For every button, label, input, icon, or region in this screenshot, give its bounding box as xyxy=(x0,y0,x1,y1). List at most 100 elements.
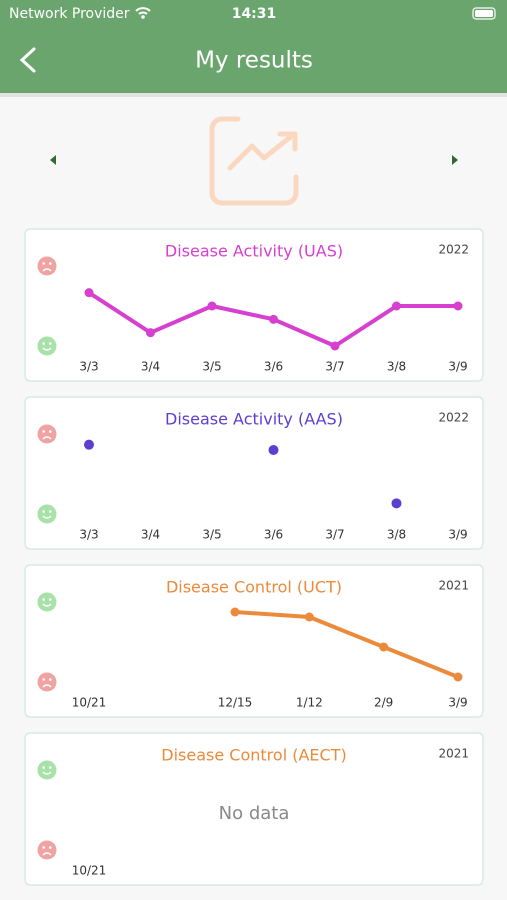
face-mouth xyxy=(42,603,52,607)
x-tick-label: 3/6 xyxy=(264,528,283,542)
face-eye xyxy=(42,678,45,681)
face-eye xyxy=(42,342,45,345)
x-tick-label: 3/3 xyxy=(79,360,98,374)
card-background xyxy=(24,732,484,886)
battery-level xyxy=(475,10,493,17)
face-eye xyxy=(49,846,52,849)
face-mouth xyxy=(42,268,52,272)
face-eye xyxy=(49,430,52,433)
face-circle xyxy=(37,504,57,524)
face-mouth xyxy=(42,684,52,688)
x-tick-label: 10/21 xyxy=(72,696,107,710)
chart-year: 2022 xyxy=(438,411,469,425)
face-eye xyxy=(42,262,45,265)
data-point xyxy=(391,498,402,509)
header-bar xyxy=(0,0,507,93)
face-mouth xyxy=(42,515,52,519)
face-circle xyxy=(37,760,57,780)
chart-title: Disease Control (AECT) xyxy=(161,746,346,765)
data-point xyxy=(453,672,463,682)
chart-title: Disease Activity (UAS) xyxy=(165,242,343,261)
data-point xyxy=(330,341,340,351)
face-circle xyxy=(37,336,57,356)
x-tick-label: 3/8 xyxy=(387,360,406,374)
x-tick-label: 3/7 xyxy=(325,528,344,542)
card-background xyxy=(24,396,484,550)
data-point xyxy=(392,301,401,311)
face-eye xyxy=(49,766,52,769)
battery xyxy=(472,7,496,20)
chart-card: Disease Activity (AAS) 2022 3/3 3/4 3/5 3/6 3/… xyxy=(24,396,484,550)
chart-title: Disease Activity (AAS) xyxy=(165,410,343,429)
data-point xyxy=(230,607,240,617)
data-point xyxy=(379,642,389,652)
x-tick-label: 3/5 xyxy=(202,360,221,374)
data-point xyxy=(84,288,94,298)
x-tick-label: 3/5 xyxy=(202,528,221,542)
face-mouth xyxy=(42,771,52,775)
face-eye xyxy=(42,598,45,601)
x-tick-label: 3/9 xyxy=(448,528,467,542)
x-tick-label: 10/21 xyxy=(72,864,107,878)
wifi-dot xyxy=(141,15,145,19)
face-eye xyxy=(42,510,45,513)
face-eye xyxy=(49,678,52,681)
wifi-icon xyxy=(135,7,151,15)
next-arrow[interactable] xyxy=(452,155,458,165)
sad-face xyxy=(37,840,57,860)
face-circle xyxy=(37,256,57,276)
data-line xyxy=(234,610,459,679)
happy-face xyxy=(37,504,57,524)
card-background xyxy=(24,228,484,382)
header-shadow xyxy=(0,93,507,97)
x-tick-label: 3/6 xyxy=(264,360,283,374)
face-circle xyxy=(37,672,57,692)
card-background xyxy=(24,564,484,718)
face-eye xyxy=(49,262,52,265)
x-tick-label: 3/4 xyxy=(141,528,160,542)
x-tick-label: 3/3 xyxy=(79,528,98,542)
back-button[interactable] xyxy=(19,47,36,73)
data-point xyxy=(84,439,94,450)
face-eye xyxy=(42,846,45,849)
face-circle xyxy=(37,424,57,444)
happy-face xyxy=(37,592,57,612)
chart-year: 2021 xyxy=(438,747,469,761)
chart-title: Disease Control (UCT) xyxy=(166,578,342,597)
x-tick-label: 1/12 xyxy=(296,696,323,710)
data-point xyxy=(304,612,314,622)
chart-cards: Disease Activity (UAS) 2022 3/3 3/4 3/5 3/6 3/… xyxy=(24,228,484,886)
x-tick-label: 3/9 xyxy=(448,360,467,374)
chart-year: 2021 xyxy=(438,579,469,593)
sad-face xyxy=(37,424,57,444)
chart-card: Disease Activity (UAS) 2022 3/3 3/4 3/5 3/6 3/… xyxy=(24,228,484,382)
previous-arrow[interactable] xyxy=(50,155,56,165)
face-eye xyxy=(49,598,52,601)
chart-card: Disease Control (UCT) 2021 10/21 12/15 1/12 2… xyxy=(24,564,484,718)
face-mouth xyxy=(42,436,52,440)
page-title: My results xyxy=(195,48,313,74)
face-eye xyxy=(49,510,52,513)
x-tick-label: 3/9 xyxy=(448,696,467,710)
chart-year: 2022 xyxy=(438,243,469,257)
face-eye xyxy=(49,342,52,345)
x-tick-label: 3/8 xyxy=(387,528,406,542)
face-eye xyxy=(42,430,45,433)
sad-face xyxy=(37,256,57,276)
data-point xyxy=(207,301,217,311)
x-tick-label: 3/7 xyxy=(325,360,344,374)
chart-icon xyxy=(209,116,299,206)
no-data: No data xyxy=(219,803,290,824)
face-circle xyxy=(37,840,57,860)
happy-face xyxy=(37,760,57,780)
face-circle xyxy=(37,592,57,612)
sad-face xyxy=(37,672,57,692)
data-point xyxy=(453,301,463,311)
data-point xyxy=(269,314,278,324)
x-tick-label: 12/15 xyxy=(218,696,253,710)
data-point xyxy=(146,328,155,338)
clock: 14:31 xyxy=(232,6,277,22)
face-mouth xyxy=(42,852,52,856)
data-point xyxy=(268,445,279,455)
